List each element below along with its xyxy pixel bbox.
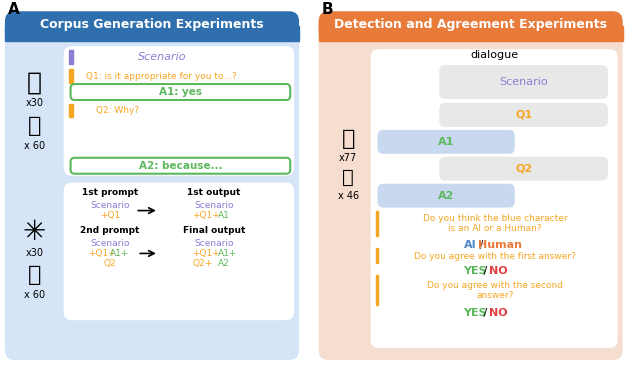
Text: NO: NO	[489, 266, 508, 276]
Text: Q2: Q2	[515, 164, 532, 174]
Text: 👤: 👤	[341, 129, 355, 149]
Text: x 60: x 60	[24, 141, 45, 151]
Text: Scenario: Scenario	[90, 201, 129, 210]
Text: x30: x30	[26, 98, 44, 108]
Text: x 46: x 46	[337, 191, 358, 201]
Text: YES: YES	[463, 266, 486, 276]
Text: 2nd prompt: 2nd prompt	[80, 226, 140, 235]
FancyBboxPatch shape	[439, 157, 608, 181]
Text: Detection and Agreement Experiments: Detection and Agreement Experiments	[334, 18, 607, 31]
Bar	[68, 69, 72, 83]
Text: A1+: A1+	[110, 249, 129, 258]
Text: A2: A2	[218, 259, 229, 268]
Bar	[376, 275, 378, 305]
Text: Do you agree with the first answer?: Do you agree with the first answer?	[414, 252, 576, 261]
FancyBboxPatch shape	[5, 11, 299, 41]
Bar	[5, 26, 299, 41]
Text: Q2: Q2	[104, 259, 116, 268]
Text: NO: NO	[489, 308, 508, 318]
Text: Scenario: Scenario	[499, 77, 548, 87]
FancyBboxPatch shape	[5, 11, 299, 360]
Text: YES: YES	[463, 308, 486, 318]
Text: x 60: x 60	[24, 290, 45, 300]
Text: 1st output: 1st output	[187, 188, 241, 197]
Text: A1+: A1+	[218, 249, 237, 258]
Text: A1: A1	[438, 137, 454, 147]
Text: x30: x30	[26, 248, 44, 258]
Text: A1: yes: A1: yes	[159, 87, 202, 97]
Text: Scenario: Scenario	[194, 201, 234, 210]
Text: 🗒: 🗒	[28, 265, 41, 285]
FancyBboxPatch shape	[70, 84, 290, 100]
Bar	[376, 211, 378, 236]
Text: Human: Human	[478, 240, 522, 250]
Text: Q1: is it appropriate for you to...?: Q1: is it appropriate for you to...?	[86, 71, 237, 81]
Text: Q2+: Q2+	[192, 259, 212, 268]
Text: /: /	[480, 266, 491, 276]
FancyBboxPatch shape	[371, 49, 618, 348]
FancyBboxPatch shape	[70, 158, 290, 174]
Text: Final output: Final output	[182, 226, 245, 235]
FancyBboxPatch shape	[439, 65, 608, 99]
FancyBboxPatch shape	[64, 46, 294, 176]
Text: 🗒: 🗒	[342, 168, 354, 187]
Text: 🗒: 🗒	[28, 116, 41, 136]
Text: Scenario: Scenario	[138, 52, 186, 62]
Text: A1: A1	[218, 211, 230, 220]
Text: AI: AI	[464, 240, 477, 250]
FancyBboxPatch shape	[378, 184, 515, 208]
FancyBboxPatch shape	[439, 103, 608, 127]
Text: /: /	[480, 308, 491, 318]
Text: x77: x77	[339, 153, 357, 163]
Text: Corpus Generation Experiments: Corpus Generation Experiments	[40, 18, 264, 31]
Text: Q1: Q1	[515, 110, 532, 120]
Text: Scenario: Scenario	[194, 239, 234, 248]
Text: +Q1: +Q1	[100, 211, 120, 220]
Text: Q2: Why?: Q2: Why?	[96, 107, 140, 115]
Text: B: B	[321, 2, 333, 17]
Text: A: A	[8, 2, 20, 17]
Text: Do you agree with the second
answer?: Do you agree with the second answer?	[427, 280, 563, 300]
Text: /: /	[476, 240, 487, 250]
Text: +Q1+: +Q1+	[88, 249, 116, 258]
FancyBboxPatch shape	[378, 130, 515, 154]
Text: ✳: ✳	[22, 219, 46, 246]
Bar	[376, 248, 378, 263]
FancyBboxPatch shape	[64, 183, 294, 320]
Text: +Q1+: +Q1+	[192, 249, 220, 258]
Text: 👤: 👤	[27, 71, 42, 95]
Bar	[319, 26, 623, 41]
Text: A2: because...: A2: because...	[139, 161, 222, 171]
Text: A2: A2	[438, 191, 454, 201]
Text: dialogue: dialogue	[470, 50, 518, 60]
FancyBboxPatch shape	[319, 11, 623, 360]
Bar	[68, 50, 72, 64]
Text: +Q1+: +Q1+	[192, 211, 220, 220]
Text: Do you think the blue character
is an AI or a Human?: Do you think the blue character is an AI…	[423, 214, 568, 233]
Bar	[68, 104, 72, 117]
FancyBboxPatch shape	[319, 11, 623, 41]
Text: 1st prompt: 1st prompt	[82, 188, 138, 197]
Text: Scenario: Scenario	[90, 239, 129, 248]
